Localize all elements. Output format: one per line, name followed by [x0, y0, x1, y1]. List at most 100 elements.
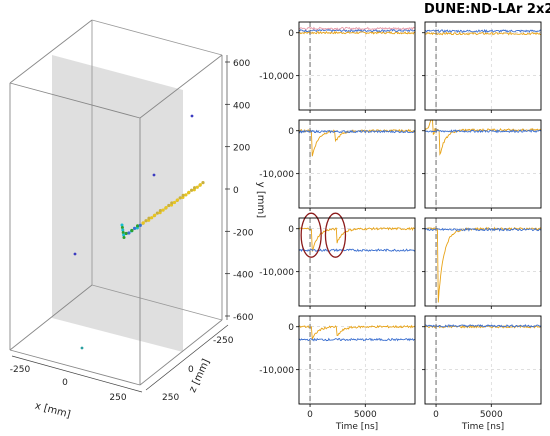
box-edge: [9, 82, 141, 119]
x-tick-label: 5000: [480, 410, 503, 420]
waveform-series-blue: [424, 227, 542, 232]
box-edge: [139, 54, 223, 119]
track-hit: [190, 188, 194, 192]
y-tick-label: -10,000: [259, 366, 294, 376]
track-hit: [122, 233, 126, 237]
waveform-series-orange: [298, 128, 416, 157]
x-tick-label: 0: [62, 378, 68, 388]
y-axis-label: y [mm]: [255, 182, 266, 218]
waveform-series-orange: [424, 31, 542, 36]
waveform-series-blue: [425, 28, 542, 33]
track-hit: [120, 223, 124, 227]
annotation-ellipse: [324, 212, 347, 258]
waveform-panel: 0 -10,000: [259, 212, 416, 309]
box-edge: [139, 319, 223, 386]
y-tick-label: 0: [288, 225, 294, 235]
y-tick-label: -10,000: [259, 72, 294, 82]
waveform-series-orange: [424, 226, 542, 303]
track-hit: [127, 231, 131, 235]
panel-frame: [298, 315, 416, 405]
box-edge: [91, 284, 223, 321]
z-tick-label: 0: [188, 365, 194, 375]
x-tick-label: 0: [307, 410, 313, 420]
y-tick-label: 0: [288, 127, 294, 137]
y-tick-label: -10,000: [259, 268, 294, 278]
z-axis-line: [145, 324, 229, 391]
track-hit: [130, 228, 134, 233]
x-axis-label: x [mm]: [34, 401, 72, 421]
track-hit: [133, 226, 137, 230]
track-hit: [121, 230, 125, 234]
waveform-series-orange: [298, 324, 416, 340]
track-hit: [147, 216, 151, 220]
waveform-panel: 0 5000 Time [ns]: [422, 315, 542, 432]
track-hit: [201, 181, 205, 185]
panel-frame: [424, 217, 542, 307]
x-tick-label: 0: [433, 410, 439, 420]
x-tick-label: 5000: [354, 410, 377, 420]
box-edge: [9, 284, 93, 351]
track-hit: [120, 225, 124, 229]
box-edge: [91, 19, 223, 56]
x-tick-label: 250: [109, 393, 126, 403]
track-hit: [193, 186, 197, 190]
z-tick-label: 250: [162, 393, 179, 403]
waveform-series-blue: [298, 129, 416, 134]
waveform-series-orange: [298, 30, 416, 35]
center-plane: [52, 55, 183, 352]
y-tick-label: 600: [233, 59, 250, 69]
waveform-panel: [422, 119, 542, 211]
waveform-panel: [422, 21, 542, 113]
box-edge: [9, 19, 93, 84]
isolated-hit: [73, 252, 77, 256]
waveform-series-blue: [424, 324, 542, 328]
waveform-series-blue: [298, 337, 415, 342]
track-hit: [141, 221, 145, 225]
track-hit: [144, 219, 148, 223]
annotation-ellipse: [300, 212, 322, 258]
waveform-panel: [422, 217, 542, 309]
track-hit: [187, 190, 191, 194]
x-axis-label: Time [ns]: [335, 422, 378, 432]
track-hit: [121, 228, 125, 232]
track-hit: [164, 205, 168, 210]
z-axis-label: z [mm]: [187, 357, 212, 394]
track-hit: [161, 208, 165, 212]
y-tick-label: 200: [233, 144, 250, 154]
waveform-series-pink: [298, 26, 416, 31]
y-tick-label: -10,000: [259, 170, 294, 180]
event-display-3d: 600 400 200 0 -200 -400 -600 y [mm] -250 0 250 x [m…: [9, 19, 266, 421]
panel-frame: [424, 315, 542, 405]
track-hit: [122, 235, 126, 239]
y-tick-label: -600: [233, 313, 254, 323]
x-axis-label: Time [ns]: [461, 422, 504, 432]
y-tick-label: -200: [233, 228, 254, 238]
track-hit: [138, 223, 142, 227]
track-hit: [178, 196, 182, 200]
track-hit: [136, 224, 140, 228]
panel-frame: [424, 119, 542, 209]
track: [120, 181, 205, 239]
track-hit: [195, 185, 199, 189]
track-hit: [181, 193, 185, 197]
z-tick-label: -250: [213, 336, 234, 346]
panel-frame: [298, 217, 416, 307]
track-hit: [184, 193, 188, 197]
x-axis-line: [11, 355, 143, 393]
waveform-series-blue: [298, 248, 416, 253]
box-edge: [9, 349, 141, 386]
y-tick-label: 0: [288, 29, 294, 39]
track-hit: [153, 213, 157, 217]
waveform-grid: 0 -10,000 0 -10,000 0 -10,000 0 -10,000 0 5000 Tim…: [259, 21, 542, 432]
panel-frame: [298, 21, 416, 111]
track-hit: [170, 201, 174, 205]
track-hit: [124, 231, 128, 236]
waveform-series-blue: [298, 28, 416, 33]
track-hit: [158, 208, 162, 213]
track-hit: [167, 203, 171, 208]
x-tick-label: -250: [10, 365, 31, 375]
isolated-hit: [152, 173, 156, 177]
track-hit: [155, 211, 159, 215]
y-tick-label: 0: [288, 323, 294, 333]
